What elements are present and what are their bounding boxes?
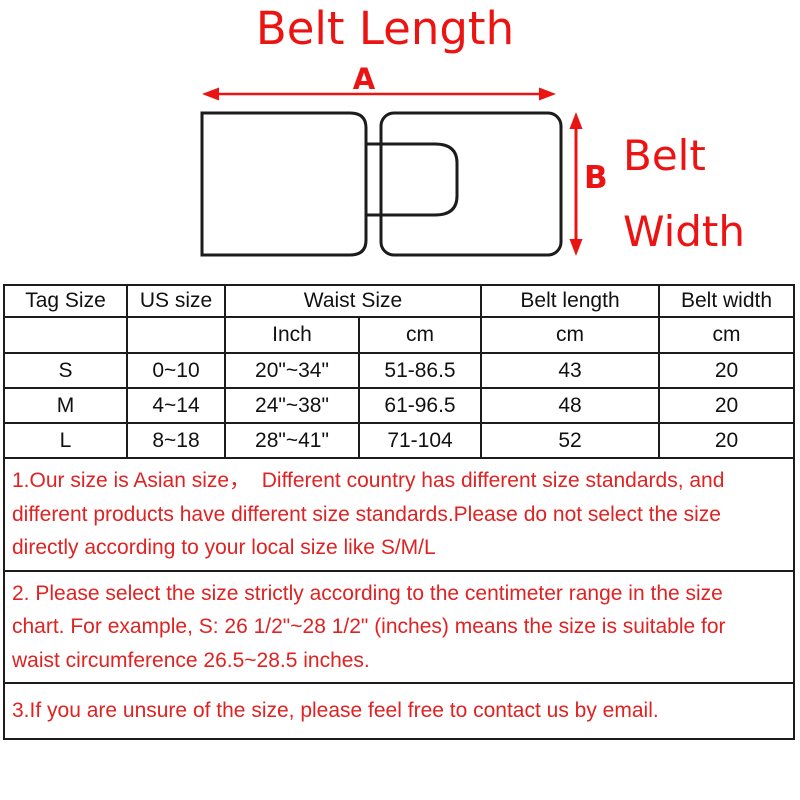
belt-diagram bbox=[200, 87, 583, 257]
table-cell: L bbox=[3, 422, 128, 459]
note-row-1: 1.Our size is Asian size， Different coun… bbox=[2, 457, 796, 572]
dimension-b-label: B bbox=[584, 160, 608, 196]
belt-left-strap bbox=[200, 111, 368, 257]
belt-width-caption-line1: Belt bbox=[623, 131, 706, 180]
subheader-inch: Inch bbox=[224, 316, 360, 354]
header-tag-size: Tag Size bbox=[3, 284, 128, 318]
subheader-empty-2 bbox=[126, 316, 226, 354]
table-cell: 0~10 bbox=[126, 352, 226, 389]
table-cell: 61-96.5 bbox=[357, 387, 483, 424]
subheader-empty-1 bbox=[3, 316, 128, 354]
table-cell: 4~14 bbox=[126, 387, 226, 424]
note-row-2: 2. Please select the size strictly accor… bbox=[2, 569, 796, 684]
table-cell: 43 bbox=[480, 352, 661, 389]
note-row-3: 3.If you are unsure of the size, please … bbox=[2, 682, 796, 740]
table-cell: 20"~34" bbox=[224, 352, 360, 389]
width-arrow bbox=[569, 112, 583, 256]
header-waist-size: Waist Size bbox=[223, 284, 483, 318]
note-line: 2. Please select the size strictly accor… bbox=[12, 581, 723, 605]
table-row-s: S 0~10 20"~34" 51-86.5 43 20 bbox=[3, 352, 796, 389]
table-row-l: L 8~18 28"~41" 71-104 52 20 bbox=[3, 422, 796, 459]
table-cell: 20 bbox=[658, 352, 796, 389]
subheader-cm-width: cm bbox=[658, 316, 796, 354]
table-cell: 8~18 bbox=[126, 422, 226, 459]
note-line: directly according to your local size li… bbox=[12, 536, 436, 559]
table-subheader-row: Inch cm cm cm bbox=[3, 316, 796, 354]
note-line: 1.Our size is Asian size， Different coun… bbox=[12, 469, 725, 492]
table-cell: 24"~38" bbox=[224, 387, 360, 424]
table-row-m: M 4~14 24"~38" 61-96.5 48 20 bbox=[3, 387, 796, 424]
note-line: waist circumference 26.5~28.5 inches. bbox=[12, 648, 370, 672]
header-us-size: US size bbox=[126, 284, 226, 318]
belt-right-strap bbox=[379, 111, 563, 257]
table-cell: M bbox=[3, 387, 128, 424]
subheader-cm-waist: cm bbox=[357, 316, 483, 354]
header-belt-width: Belt width bbox=[658, 284, 796, 318]
table-cell: 51-86.5 bbox=[357, 352, 483, 389]
dimension-a-label: A bbox=[352, 62, 376, 96]
belt-buckle bbox=[366, 142, 459, 217]
table-cell: S bbox=[3, 352, 128, 389]
belt-width-caption-line2: Width bbox=[623, 207, 746, 256]
table-cell: 52 bbox=[480, 422, 661, 459]
header-belt-length: Belt length bbox=[480, 284, 661, 318]
note-3: 3.If you are unsure of the size, please … bbox=[2, 682, 796, 740]
note-2: 2. Please select the size strictly accor… bbox=[2, 569, 796, 684]
table-cell: 20 bbox=[658, 422, 796, 459]
table-cell: 28"~41" bbox=[224, 422, 360, 459]
length-arrow bbox=[202, 87, 556, 101]
size-table: Tag Size US size Waist Size Belt length … bbox=[2, 284, 796, 740]
note-line: different products have different size s… bbox=[12, 502, 721, 526]
note-line: chart. For example, S: 26 1/2"~28 1/2" (… bbox=[12, 615, 726, 638]
table-header-row: Tag Size US size Waist Size Belt length … bbox=[3, 284, 796, 318]
note-1: 1.Our size is Asian size， Different coun… bbox=[2, 457, 796, 572]
note-line: 3.If you are unsure of the size, please … bbox=[12, 699, 659, 723]
table-cell: 48 bbox=[480, 387, 661, 424]
subheader-cm-length: cm bbox=[480, 316, 661, 354]
table-cell: 71-104 bbox=[357, 422, 483, 459]
belt-width-caption: Belt Width bbox=[623, 118, 745, 270]
table-cell: 20 bbox=[658, 387, 796, 424]
page-title: Belt Length bbox=[255, 2, 515, 55]
